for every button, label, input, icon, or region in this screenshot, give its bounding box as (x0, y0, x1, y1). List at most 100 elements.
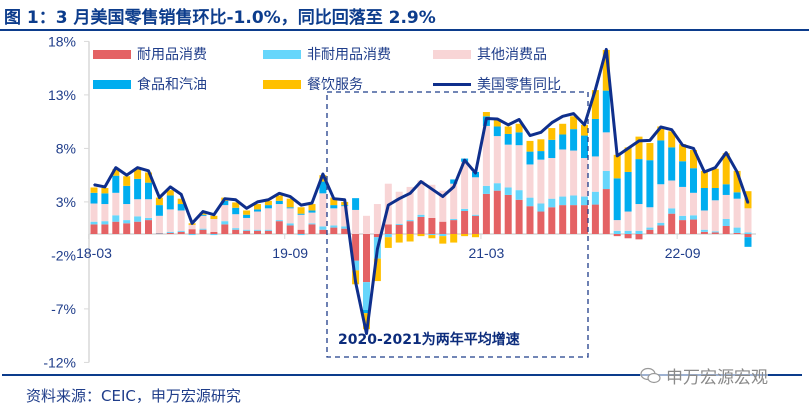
bar-food_gas (690, 168, 697, 193)
bar-nondurable (341, 226, 349, 229)
bar-dining (112, 169, 120, 176)
bar-durable (177, 231, 185, 234)
bar-food_gas (101, 193, 109, 205)
line-point (136, 166, 139, 169)
line-point (463, 159, 466, 161)
bar-other (373, 204, 381, 234)
source-note: 资料来源：CEIC，申万宏源研究 (26, 387, 241, 405)
bar-durable (428, 217, 436, 234)
bar-durable (450, 220, 458, 234)
bar-dining (679, 144, 687, 162)
bar-dining (482, 112, 490, 117)
bar-durable (188, 229, 196, 234)
bar-durable (581, 205, 588, 234)
y-tick-label: -7% (51, 301, 76, 317)
bar-dining (504, 126, 512, 134)
bar-durable (199, 229, 207, 234)
bar-dining (145, 172, 152, 183)
bar-dining (711, 168, 719, 188)
bar-other (450, 183, 458, 220)
line-point (561, 115, 564, 118)
bar-other (515, 145, 523, 191)
bar-dining (439, 236, 447, 244)
bar-food_gas (744, 237, 752, 247)
bar-durable (711, 232, 719, 234)
line-point (627, 147, 629, 150)
bar-nondurable (744, 232, 752, 234)
bar-food_gas (123, 185, 131, 205)
bar-series (90, 49, 752, 330)
bar-other (341, 206, 349, 227)
bar-other (319, 193, 327, 227)
bar-nondurable (363, 282, 370, 310)
bar-durable (232, 229, 240, 234)
bar-other (570, 150, 578, 196)
bar-durable (395, 224, 403, 234)
bar-other (199, 215, 207, 229)
bar-dining (624, 147, 632, 172)
bar-other (624, 211, 632, 231)
bar-food_gas (221, 200, 229, 206)
bar-durable (570, 205, 578, 234)
bar-dining (254, 204, 261, 210)
line-point (93, 183, 95, 186)
bar-durable (330, 227, 338, 234)
legend-swatch-other (433, 49, 471, 59)
bar-food_gas (330, 205, 338, 209)
bar-food_gas (275, 200, 283, 205)
bar-other (297, 214, 305, 230)
bar-other (101, 204, 109, 222)
x-tick-label: 21-03 (468, 245, 504, 261)
line-point (343, 198, 346, 201)
bar-nondurable (145, 217, 152, 221)
bar-nondurable (123, 220, 131, 224)
legend-swatch-dining (263, 79, 301, 89)
line-point (474, 172, 477, 174)
bar-food_gas (177, 204, 185, 211)
bar-nondurable (493, 183, 501, 191)
line-point (267, 198, 270, 201)
line-point (213, 213, 215, 216)
bar-nondurable (668, 208, 676, 214)
bar-durable (537, 211, 545, 234)
bar-durable (591, 204, 599, 234)
bar-durable (690, 219, 697, 234)
bar-food_gas (668, 147, 676, 181)
bar-nondurable (286, 223, 294, 226)
bar-nondurable (254, 229, 261, 231)
bar-nondurable (461, 208, 469, 211)
bar-food_gas (613, 178, 621, 221)
bar-other (733, 198, 741, 228)
bar-durable (646, 229, 654, 234)
bar-dining (461, 234, 469, 237)
bar-nondurable (134, 216, 142, 222)
bar-food_gas (155, 205, 163, 216)
bar-durable (722, 225, 730, 234)
bar-dining (657, 126, 665, 141)
legend-item-total: 美国零售同比 (433, 74, 561, 94)
bar-food_gas (570, 129, 578, 151)
bar-other (581, 158, 588, 197)
bar-food_gas (112, 175, 120, 193)
bar-nondurable (112, 215, 120, 222)
bar-other (548, 158, 556, 199)
watermark-text: 申万宏源宏观 (666, 368, 768, 388)
bar-durable (744, 234, 752, 238)
bar-other (210, 219, 218, 232)
bar-dining (700, 170, 708, 188)
line-point (147, 170, 150, 172)
bar-other (330, 208, 338, 226)
bar-food_gas (635, 159, 643, 205)
bar-nondurable (700, 229, 708, 232)
bar-dining (373, 258, 381, 282)
bar-dining (264, 200, 272, 206)
bar-nondurable (548, 198, 556, 208)
bar-food_gas (624, 171, 632, 212)
bar-other (504, 144, 512, 188)
bar-other (646, 207, 654, 228)
line-point (191, 222, 193, 225)
bar-durable (134, 221, 142, 234)
bar-durable (733, 232, 741, 234)
bar-dining (472, 234, 479, 238)
bar-food_gas (308, 210, 316, 213)
